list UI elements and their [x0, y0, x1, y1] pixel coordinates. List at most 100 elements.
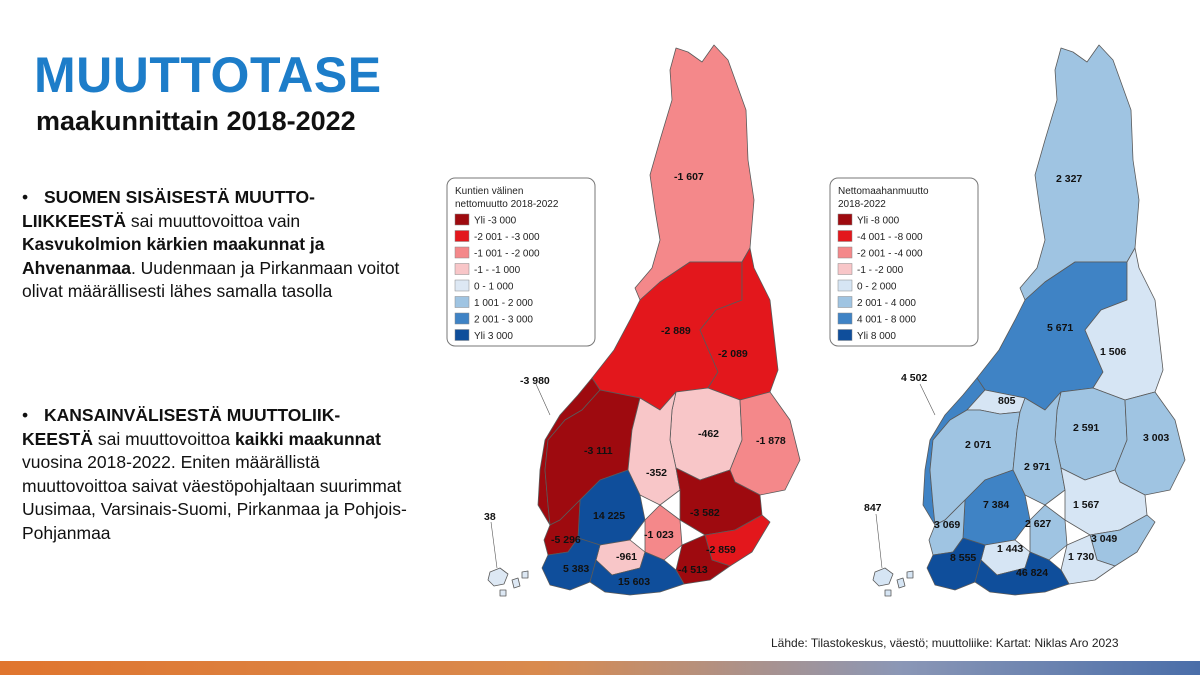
legend-swatch [837, 279, 853, 292]
value-label-etela-savo: 1 567 [1073, 499, 1099, 511]
legend-label: -1 - -1 000 [474, 265, 521, 276]
leader-line [875, 513, 883, 569]
value-label-etela-pohjanmaa: -3 111 [584, 445, 613, 457]
value-label-kanta-hame: 1 443 [997, 543, 1023, 555]
value-label-pirkanmaa: 14 225 [593, 510, 625, 522]
value-label-pohjanmaa: 4 502 [901, 372, 927, 384]
value-label-etela-pohjanmaa: 2 071 [965, 439, 991, 451]
value-label-lappi: -1 607 [674, 171, 704, 183]
legend-label: Yli -3 000 [474, 216, 517, 227]
legend-title: Kuntien välinen [455, 186, 523, 197]
value-label-kanta-hame: -961 [616, 551, 637, 563]
value-label-ahvenanmaa: 847 [864, 502, 882, 514]
legend-box [829, 177, 979, 347]
bullet-text: sai muuttovoittoa [92, 428, 236, 449]
value-label-satakunta: -5 296 [551, 534, 581, 546]
value-label-uusimaa: 46 824 [1016, 567, 1048, 579]
legend-international: Nettomaahanmuutto 2018-2022 Yli -8 000 -4… [829, 177, 979, 347]
legend-label: 2 001 - 4 000 [857, 298, 916, 309]
legend-title: Nettomaahanmuutto [838, 186, 929, 197]
value-label-lappi: 2 327 [1056, 173, 1082, 185]
legend-swatch [454, 263, 470, 275]
legend-swatch [454, 279, 470, 292]
leader-line [490, 521, 498, 569]
value-label-kymenlaakso: 1 730 [1068, 551, 1094, 563]
region-uusimaa [589, 551, 685, 596]
legend-swatch [837, 246, 853, 259]
page-title: MUUTTOTASE [34, 47, 382, 103]
value-label-kainuu: 1 506 [1100, 346, 1126, 358]
region-ahvenanmaa [487, 567, 529, 597]
legend-label: 4 001 - 8 000 [857, 315, 916, 326]
region-pohjois-karjala [1114, 391, 1186, 496]
value-label-varsinais-suomi: 8 555 [950, 552, 976, 564]
legend-label: Yli 3 000 [474, 331, 513, 342]
map-domestic [487, 44, 801, 597]
legend-domestic: Kuntien välinen nettomuutto 2018-2022 Yl… [446, 177, 596, 347]
value-label-keski-suomi: -352 [646, 467, 667, 479]
legend-label: 2 001 - 3 000 [474, 315, 533, 326]
bullet-text: . Uudenmaan ja Pirkanmaan voitot olivat … [22, 257, 400, 302]
value-label-satakunta: 3 069 [934, 519, 960, 531]
leader-line [535, 383, 551, 416]
legend-title: nettomuutto 2018-2022 [455, 199, 559, 210]
value-label-pirkanmaa: 7 384 [983, 499, 1009, 511]
leader-line [919, 383, 936, 416]
bullet-text-bold: KANSAINVÄLISESTÄ MUUTTOLIIK-KEESTÄ [22, 405, 341, 449]
map-international [872, 44, 1186, 597]
bullet-dot: • [22, 187, 29, 207]
value-label-pohjois-pohjanmaa: 5 671 [1047, 322, 1073, 334]
value-label-varsinais-suomi: 5 383 [563, 563, 589, 575]
value-label-keski-pohjanmaa: 805 [998, 395, 1016, 407]
value-label-pohjanmaa: -3 980 [520, 375, 550, 387]
legend-swatch [454, 246, 470, 259]
region-ahvenanmaa [872, 567, 914, 597]
legend-swatch [837, 296, 853, 308]
value-label-pohjois-savo: 2 591 [1073, 422, 1099, 434]
map-domestic-labels: -1 607 -2 889 -2 089 -3 980 -3 111 -462 … [484, 171, 786, 588]
value-label-ahvenanmaa: 38 [484, 511, 496, 523]
value-label-pohjois-karjala: -1 878 [756, 435, 786, 447]
source-note: Lähde: Tilastokeskus, väestö; muuttoliik… [771, 636, 1119, 650]
legend-swatch [837, 230, 853, 242]
value-label-pohjois-savo: -462 [698, 428, 719, 440]
value-label-paijat-hame: -1 023 [644, 529, 674, 541]
bullet-dot: • [22, 405, 29, 425]
legend-swatch [454, 230, 470, 242]
legend-title: 2018-2022 [838, 199, 886, 210]
value-label-pohjois-karjala: 3 003 [1143, 432, 1169, 444]
bullet-text-bold: Kasvukolmion kärkien maakunnat ja Ahvena… [22, 234, 325, 278]
bullet-domestic-migration: • SUOMEN SISÄISESTÄ MUUTTO-LIIKKEESTÄ sai… [22, 186, 407, 304]
legend-label: -1 001 - -2 000 [474, 249, 540, 260]
legend-label: Yli -8 000 [857, 216, 900, 227]
legend-swatch [454, 329, 470, 341]
region-pohjois-karjala [729, 391, 801, 496]
legend-label: -4 001 - -8 000 [857, 232, 923, 243]
legend-swatch [454, 213, 470, 226]
value-label-etela-karjala: -2 859 [706, 544, 736, 556]
legend-label: -2 001 - -3 000 [474, 232, 540, 243]
value-label-kainuu: -2 089 [718, 348, 748, 360]
legend-swatch [837, 263, 853, 275]
legend-label: 0 - 2 000 [857, 282, 897, 293]
legend-swatch [837, 329, 853, 341]
value-label-kymenlaakso: -4 513 [678, 564, 708, 576]
legend-swatch [454, 296, 470, 308]
legend-box [446, 177, 596, 347]
legend-label: 0 - 1 000 [474, 282, 514, 293]
bullet-text-bold: kaikki maakunnat [235, 428, 381, 449]
bullet-international-migration: • KANSAINVÄLISESTÄ MUUTTOLIIK-KEESTÄ sai … [22, 404, 407, 545]
legend-label: Yli 8 000 [857, 331, 896, 342]
value-label-uusimaa: 15 603 [618, 576, 650, 588]
legend-label: -2 001 - -4 000 [857, 249, 923, 260]
value-label-keski-suomi: 2 971 [1024, 461, 1050, 473]
page-subtitle: maakunnittain 2018-2022 [36, 106, 356, 136]
legend-label: 1 001 - 2 000 [474, 298, 533, 309]
legend-swatch [837, 213, 853, 226]
region-uusimaa [974, 551, 1070, 596]
region-paijat-hame [1029, 504, 1068, 561]
bullet-text-bold: SUOMEN SISÄISESTÄ MUUTTO-LIIKKEESTÄ [22, 187, 315, 231]
bullet-text: vuosina 2018-2022. Eniten määrällistä mu… [22, 452, 407, 543]
value-label-etela-karjala: 3 049 [1091, 533, 1117, 545]
